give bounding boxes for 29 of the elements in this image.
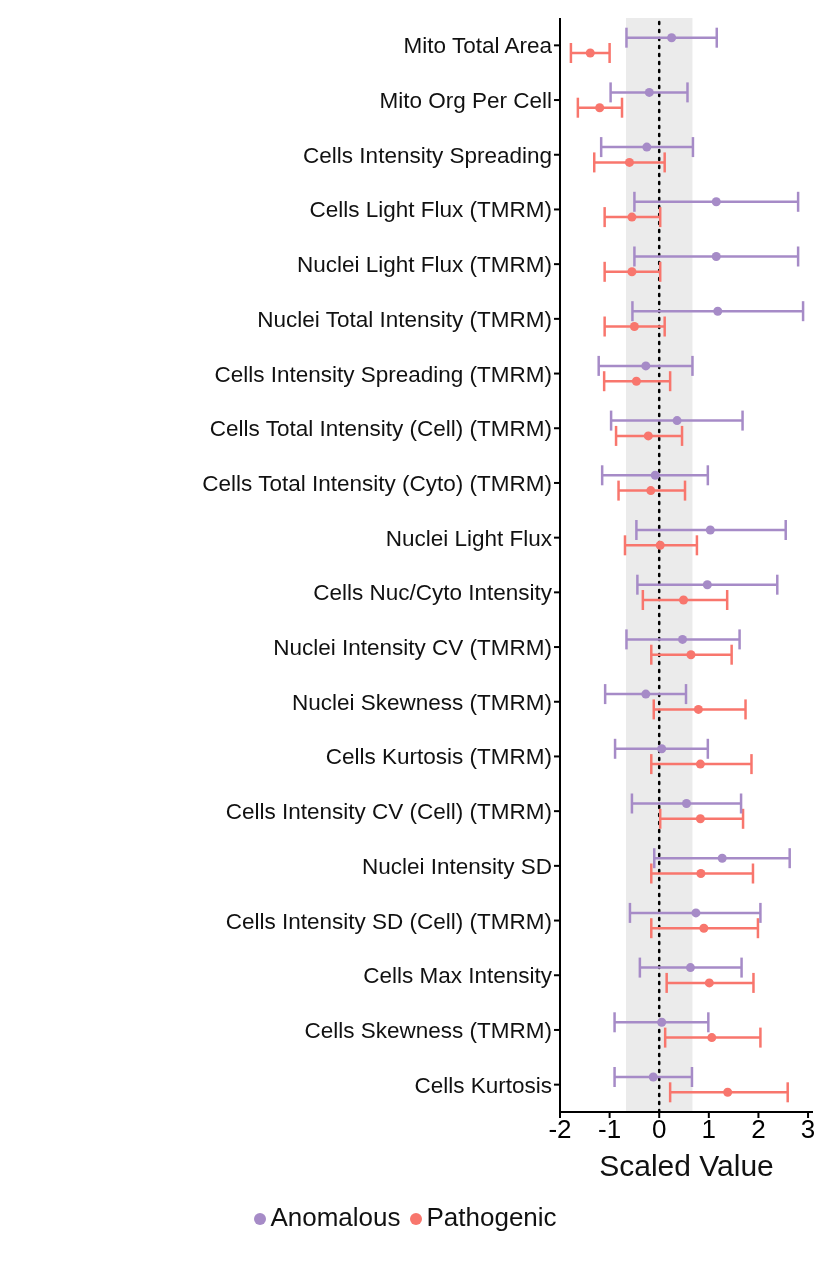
legend-label: Pathogenic [426, 1202, 557, 1232]
y-tick-label: Cells Total Intensity (Cyto) (TMRM) [202, 470, 552, 496]
y-tick-label: Cells Intensity CV (Cell) (TMRM) [225, 799, 552, 825]
y-tick-label: Cells Total Intensity (Cell) (TMRM) [209, 416, 552, 442]
x-axis-title: Scaled Value [599, 1149, 774, 1182]
y-tick-label: Cells Intensity Spreading [303, 142, 552, 168]
y-tick-label: Cells Kurtosis [414, 1072, 552, 1098]
x-tick-label: -1 [598, 1114, 622, 1145]
y-tick-label: Cells Intensity SD (Cell) (TMRM) [225, 908, 552, 934]
y-tick-label: Nuclei Intensity SD [361, 853, 552, 879]
y-tick-label: Mito Org Per Cell [379, 88, 552, 114]
x-tick-label: 1 [701, 1114, 717, 1145]
y-tick-label: Cells Light Flux (TMRM) [309, 197, 552, 223]
y-tick-label: Nuclei Skewness (TMRM) [291, 689, 552, 715]
y-tick-label: Cells Nuc/Cyto Intensity [313, 580, 553, 606]
y-tick-label: Nuclei Light Flux (TMRM) [296, 252, 552, 278]
y-tick-label: Cells Skewness (TMRM) [304, 1017, 552, 1043]
x-tick-label: 2 [751, 1114, 766, 1145]
y-tick-label: Cells Max Intensity [363, 963, 553, 989]
y-tick-label: Nuclei Light Flux [385, 525, 553, 551]
y-tick-label: Nuclei Total Intensity (TMRM) [257, 306, 552, 332]
x-tick-label: 3 [800, 1114, 816, 1145]
y-tick-label: Mito Total Area [403, 33, 553, 59]
y-tick-label: Cells Kurtosis (TMRM) [325, 744, 552, 770]
x-tick-label: -2 [548, 1114, 572, 1145]
legend-label: Anomalous [270, 1202, 401, 1232]
x-tick-label: 0 [651, 1114, 667, 1145]
y-tick-label: Cells Intensity Spreading (TMRM) [214, 361, 552, 387]
y-tick-label: Nuclei Intensity CV (TMRM) [273, 635, 552, 661]
